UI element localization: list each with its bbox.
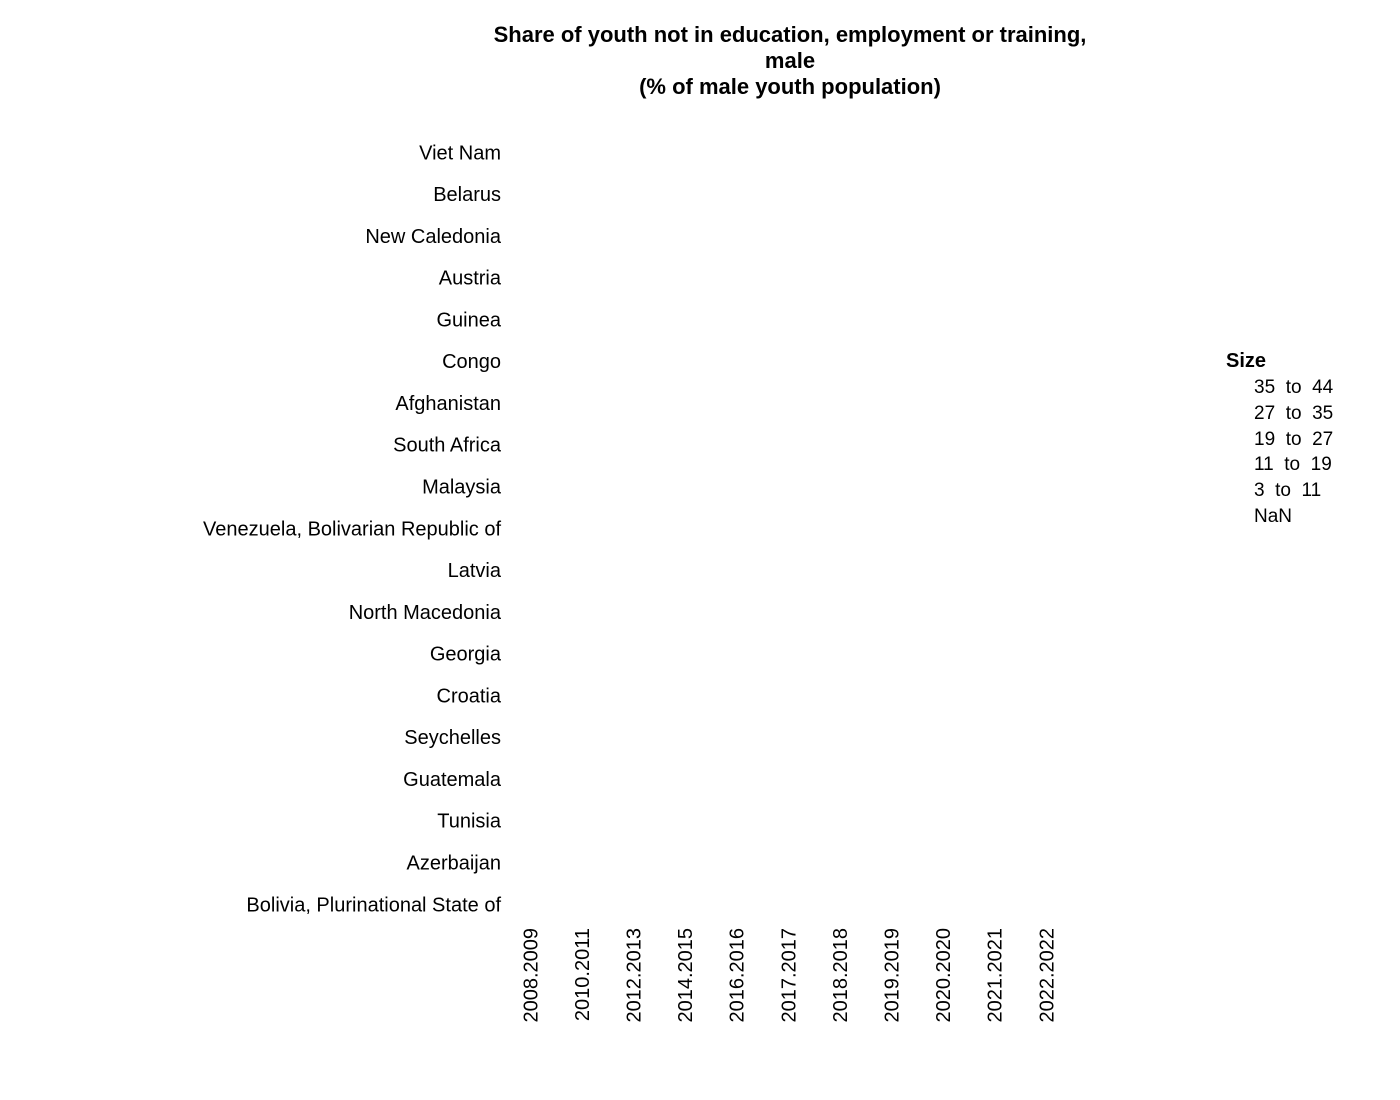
- legend: Size 35 to 44 27 to 35 19 to 27 11 to 19…: [1226, 350, 1333, 530]
- y-tick-label: North Macedonia: [349, 602, 502, 624]
- x-tick-label: 2017.2017: [778, 928, 800, 1023]
- chart-title: Share of youth not in education, employm…: [440, 22, 1140, 100]
- y-tick-label: Latvia: [448, 560, 502, 582]
- y-tick-label: Viet Nam: [419, 142, 501, 164]
- x-tick-label: 2022.2022: [1036, 928, 1058, 1023]
- y-tick-label: Croatia: [437, 685, 502, 707]
- y-tick-label: New Caledonia: [365, 226, 502, 248]
- x-tick-label: 2020.2020: [933, 928, 955, 1023]
- legend-item: 11 to 19: [1254, 454, 1332, 476]
- x-tick-label: 2019.2019: [881, 928, 903, 1023]
- y-tick-label: Congo: [442, 351, 501, 373]
- x-tick-label: 2008.2009: [520, 928, 542, 1023]
- x-tick-label: 2012.2013: [623, 928, 645, 1023]
- x-tick-label: 2014.2015: [675, 928, 697, 1023]
- y-tick-label: Azerbaijan: [406, 853, 501, 875]
- y-tick-label: South Africa: [393, 435, 502, 457]
- y-tick-label: Seychelles: [404, 727, 501, 749]
- chart-title-line-3: (% of male youth population): [639, 74, 941, 99]
- y-axis-tick-labels: Viet Nam Belarus New Caledonia Austria Guine…: [203, 142, 502, 916]
- x-tick-label: 2016.2016: [727, 928, 749, 1023]
- y-tick-label: Guatemala: [403, 769, 502, 791]
- legend-item: 27 to 35: [1254, 402, 1334, 424]
- legend-item: 35 to 44: [1254, 377, 1334, 398]
- y-tick-label: Malaysia: [422, 477, 502, 499]
- x-tick-label: 2018.2018: [830, 928, 852, 1023]
- chart-title-line-2: male: [764, 48, 816, 73]
- legend-item: 19 to 27: [1254, 428, 1334, 450]
- x-axis-tick-labels: 2008.2009 2010.2011 2012.2013 2014.2015 2016…: [520, 928, 1058, 1023]
- y-tick-label: Austria: [439, 268, 502, 290]
- y-tick-label: Afghanistan: [395, 393, 501, 415]
- y-tick-label: Guinea: [437, 309, 502, 331]
- x-tick-label: 2021.2021: [985, 928, 1007, 1023]
- y-tick-label: Belarus: [433, 184, 501, 206]
- y-tick-label: Georgia: [430, 644, 502, 666]
- legend-item: 3 to 11: [1254, 480, 1322, 502]
- chart-title-line-1: Share of youth not in education, employm…: [493, 22, 1087, 47]
- legend-item: NaN: [1254, 505, 1293, 527]
- y-tick-label: Tunisia: [437, 811, 502, 833]
- y-tick-label: Bolivia, Plurinational State of: [246, 894, 501, 916]
- legend-title: Size: [1226, 350, 1267, 372]
- x-tick-label: 2010.2011: [572, 928, 594, 1021]
- y-tick-label: Venezuela, Bolivarian Republic of: [203, 518, 501, 540]
